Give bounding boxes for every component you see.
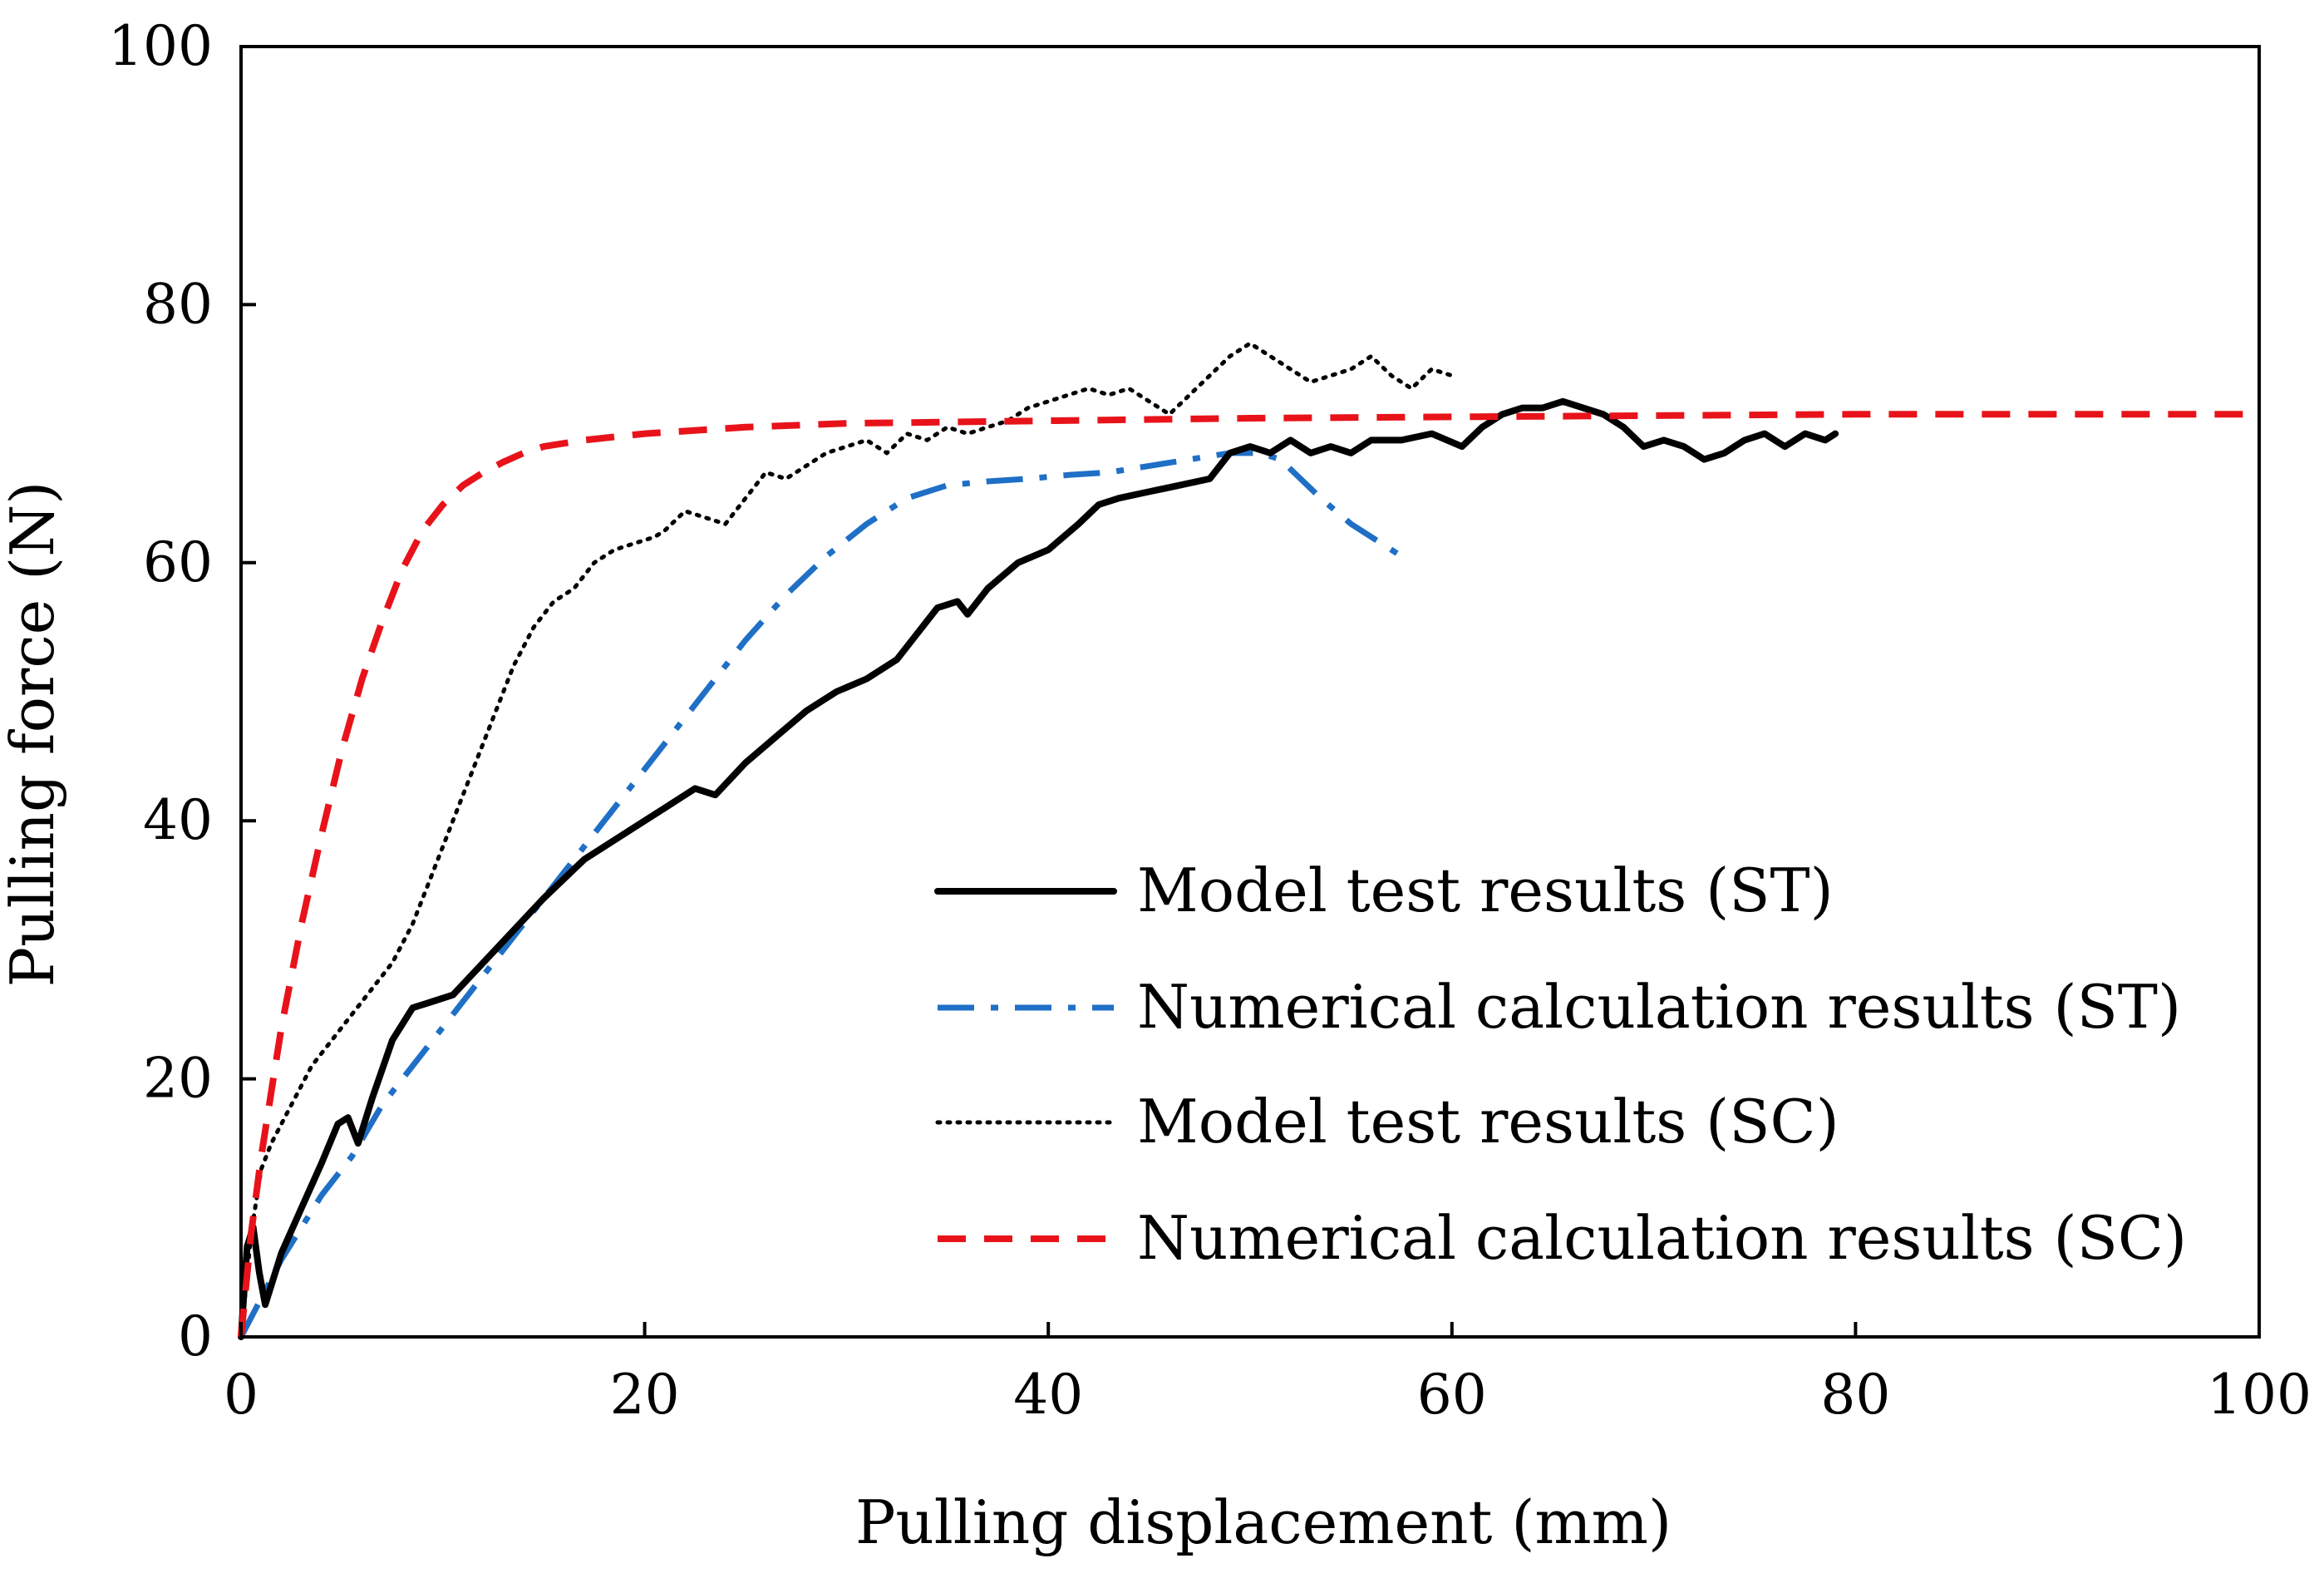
x-tick-label: 20 xyxy=(610,1363,680,1427)
legend-label-3: Model test results (SC) xyxy=(1137,1087,1839,1156)
series-numerical-sc xyxy=(238,411,2259,1338)
series-numerical-st xyxy=(238,450,1403,1339)
x-tick-label: 100 xyxy=(2207,1363,2312,1427)
y-tick-label: 0 xyxy=(178,1304,213,1368)
x-tick-label: 0 xyxy=(224,1363,258,1427)
x-axis-title: Pulling displacement (mm) xyxy=(855,1487,1672,1557)
y-tick-label: 60 xyxy=(143,530,213,594)
plot-area xyxy=(239,45,2261,1339)
series-layer xyxy=(238,341,2259,1340)
legend-label-2: Numerical calculation results (ST) xyxy=(1137,972,2181,1042)
series-model-test-sc xyxy=(239,341,1455,1339)
legend-label-4: Numerical calculation results (SC) xyxy=(1137,1203,2187,1273)
legend: Model test results (ST) Numerical calcula… xyxy=(934,856,2187,1273)
x-tick-label: 80 xyxy=(1820,1363,1890,1427)
axes-layer: 0 20 40 60 80 100 0 20 40 60 80 100 xyxy=(108,14,2312,1427)
y-tick-label: 20 xyxy=(143,1047,213,1111)
y-tick-label: 80 xyxy=(143,272,213,336)
x-tick-label: 60 xyxy=(1417,1363,1487,1427)
y-tick-label: 100 xyxy=(108,14,213,78)
plot-frame xyxy=(239,45,2261,1339)
legend-label-1: Model test results (ST) xyxy=(1137,856,1834,925)
series-model-test-st xyxy=(238,397,1839,1340)
y-axis-title: Pulling force (N) xyxy=(0,481,67,988)
x-tick-label: 40 xyxy=(1013,1363,1083,1427)
y-tick-label: 40 xyxy=(143,788,213,852)
